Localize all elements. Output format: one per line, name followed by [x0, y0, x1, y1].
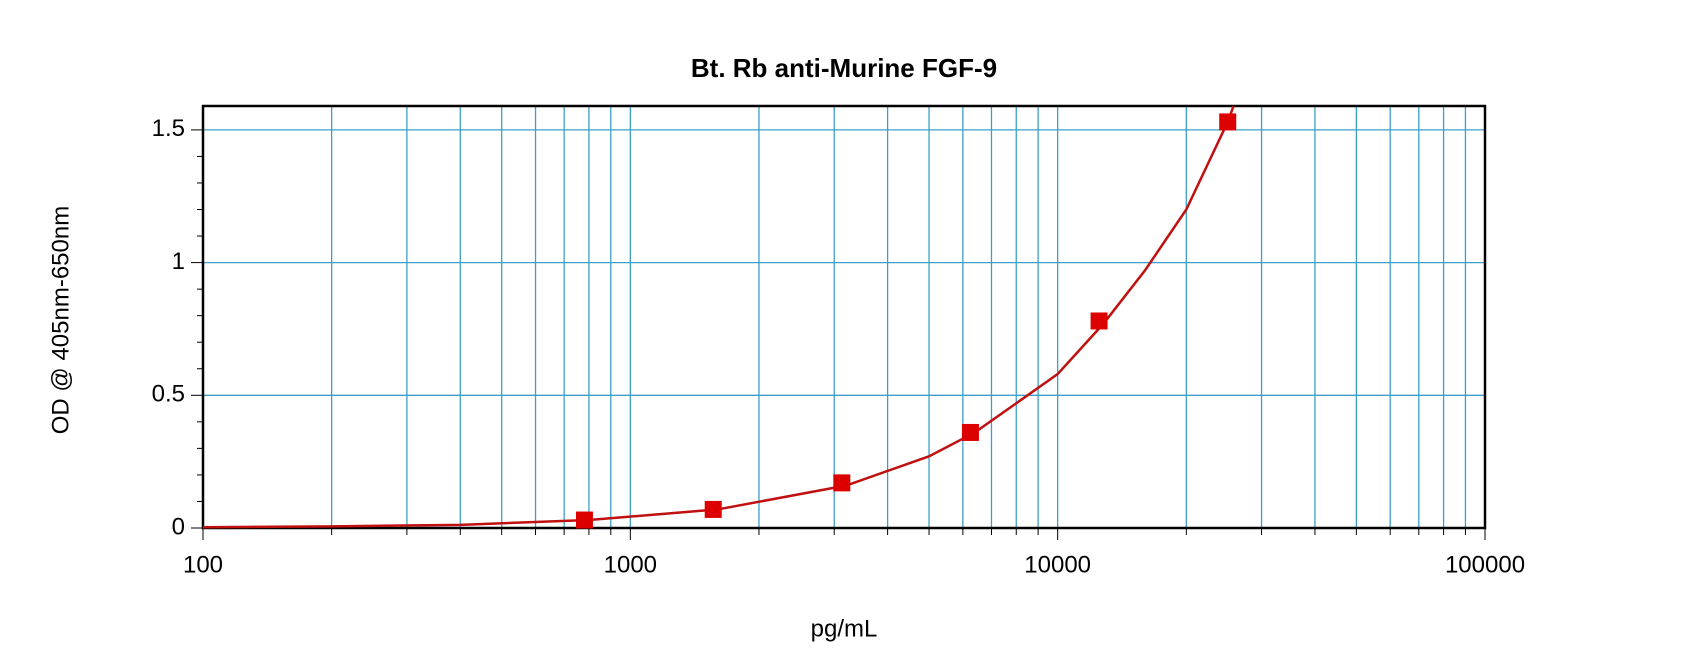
- data-point: [833, 474, 851, 492]
- x-axis-label: pg/mL: [811, 615, 878, 642]
- fit-curve: [202, 105, 1235, 529]
- x-tick-label: 10000: [1024, 551, 1091, 578]
- data-point: [1090, 312, 1108, 330]
- chart-title: Bt. Rb anti-Murine FGF-9: [691, 53, 997, 83]
- y-tick-label: 0: [172, 513, 185, 540]
- x-tick-label: 100: [183, 551, 223, 578]
- x-tick-label: 100000: [1445, 551, 1525, 578]
- plot-frame: [201, 104, 1487, 530]
- data-point: [704, 500, 722, 518]
- y-tick-label: 1.5: [152, 115, 185, 142]
- data-point: [961, 423, 979, 441]
- data-point: [575, 511, 593, 529]
- x-tick-label: 1000: [604, 551, 657, 578]
- y-axis-label: OD @ 405nm-650nm: [47, 206, 74, 434]
- y-tick-label: 0.5: [152, 381, 185, 408]
- y-tick-label: 1: [172, 248, 185, 275]
- data-point: [1219, 113, 1237, 131]
